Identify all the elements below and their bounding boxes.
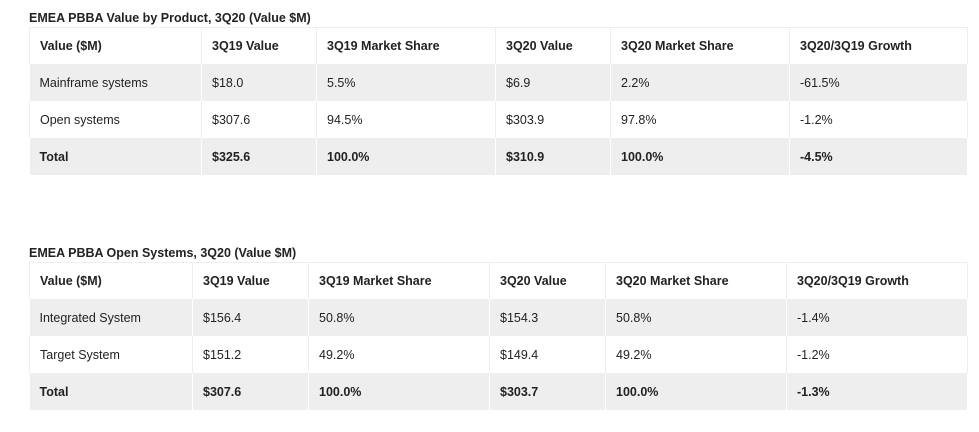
header-3q20-value: 3Q20 Value [489, 262, 606, 299]
table-cell: -1.4% [786, 299, 968, 336]
table-cell: $303.7 [489, 373, 606, 410]
row-label: Target System [29, 336, 193, 373]
header-growth: 3Q20/3Q19 Growth [789, 27, 968, 64]
row-label: Total [29, 138, 202, 175]
table-row: Integrated System $156.4 50.8% $154.3 50… [29, 299, 968, 336]
table-cell: $154.3 [489, 299, 606, 336]
header-value: Value ($M) [29, 27, 202, 64]
table-cell: $307.6 [201, 101, 317, 138]
header-value: Value ($M) [29, 262, 193, 299]
table-cell: -4.5% [789, 138, 968, 175]
table-cell: -1.2% [786, 336, 968, 373]
table-row: Open systems $307.6 94.5% $303.9 97.8% -… [29, 101, 968, 138]
table-cell: 2.2% [610, 64, 790, 101]
product-value-section: EMEA PBBA Value by Product, 3Q20 (Value … [29, 10, 968, 175]
table-row: Target System $151.2 49.2% $149.4 49.2% … [29, 336, 968, 373]
table-cell: $303.9 [495, 101, 611, 138]
table-cell: -61.5% [789, 64, 968, 101]
table-cell: $156.4 [192, 299, 309, 336]
header-growth: 3Q20/3Q19 Growth [786, 262, 968, 299]
table-cell: $149.4 [489, 336, 606, 373]
open-systems-table: Value ($M) 3Q19 Value 3Q19 Market Share … [29, 262, 968, 410]
header-3q19-share: 3Q19 Market Share [316, 27, 496, 64]
header-3q20-share: 3Q20 Market Share [610, 27, 790, 64]
table-cell: 50.8% [308, 299, 490, 336]
table-cell: 50.8% [605, 299, 787, 336]
table-cell: -1.3% [786, 373, 968, 410]
row-label: Open systems [29, 101, 202, 138]
table-cell: 100.0% [316, 138, 496, 175]
table-cell: $310.9 [495, 138, 611, 175]
table-caption: EMEA PBBA Value by Product, 3Q20 (Value … [29, 11, 311, 25]
row-label: Integrated System [29, 299, 193, 336]
row-label: Mainframe systems [29, 64, 202, 101]
row-label: Total [29, 373, 193, 410]
table-cell: 49.2% [308, 336, 490, 373]
table-cell: $307.6 [192, 373, 309, 410]
table-cell: $325.6 [201, 138, 317, 175]
table-cell: $151.2 [192, 336, 309, 373]
table-cell: 100.0% [308, 373, 490, 410]
table-cell: 5.5% [316, 64, 496, 101]
total-row: Total $325.6 100.0% $310.9 100.0% -4.5% [29, 138, 968, 175]
header-3q19-value: 3Q19 Value [192, 262, 309, 299]
total-row: Total $307.6 100.0% $303.7 100.0% -1.3% [29, 373, 968, 410]
header-row: Value ($M) 3Q19 Value 3Q19 Market Share … [29, 27, 968, 64]
open-systems-section: EMEA PBBA Open Systems, 3Q20 (Value $M) … [29, 245, 968, 410]
header-3q19-value: 3Q19 Value [201, 27, 317, 64]
header-3q20-value: 3Q20 Value [495, 27, 611, 64]
table-cell: -1.2% [789, 101, 968, 138]
table-cell: 100.0% [610, 138, 790, 175]
product-value-table: Value ($M) 3Q19 Value 3Q19 Market Share … [29, 27, 968, 175]
header-3q19-share: 3Q19 Market Share [308, 262, 490, 299]
table-cell: 49.2% [605, 336, 787, 373]
table-caption: EMEA PBBA Open Systems, 3Q20 (Value $M) [29, 246, 297, 260]
header-row: Value ($M) 3Q19 Value 3Q19 Market Share … [29, 262, 968, 299]
table-cell: $18.0 [201, 64, 317, 101]
header-3q20-share: 3Q20 Market Share [605, 262, 787, 299]
table-row: Mainframe systems $18.0 5.5% $6.9 2.2% -… [29, 64, 968, 101]
table-cell: 100.0% [605, 373, 787, 410]
table-cell: 94.5% [316, 101, 496, 138]
table-cell: $6.9 [495, 64, 611, 101]
table-cell: 97.8% [610, 101, 790, 138]
